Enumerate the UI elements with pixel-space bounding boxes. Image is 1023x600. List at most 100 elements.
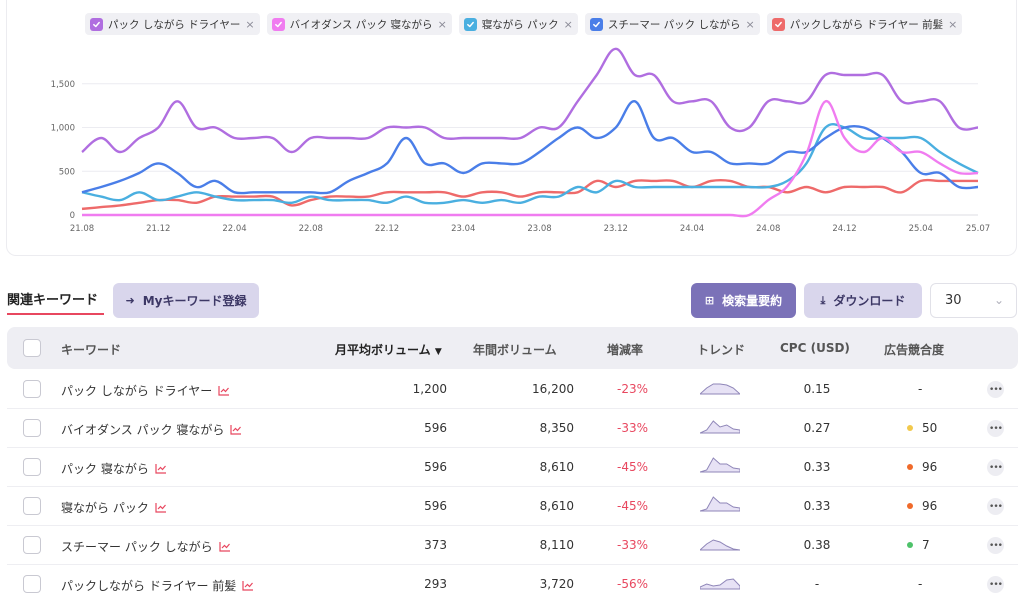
ad-competition-value: 96 <box>922 460 938 474</box>
keyword-text[interactable]: 寝ながら パック <box>61 501 149 515</box>
change-rate: -33% <box>617 421 649 435</box>
competition-dot <box>907 464 913 470</box>
remove-series-icon[interactable]: × <box>437 17 447 31</box>
keyword-text[interactable]: パック 寝ながら <box>61 462 149 476</box>
checkbox-checked-icon[interactable] <box>90 17 103 31</box>
series-line-1 <box>82 100 979 218</box>
row-checkbox[interactable] <box>23 575 41 593</box>
trend-chart-icon[interactable] <box>218 385 230 399</box>
yearly-volume: 8,350 <box>539 421 574 435</box>
header-monthly-volume-label: 月平均ボリューム <box>335 343 431 357</box>
more-options-icon[interactable]: ••• <box>987 420 1004 437</box>
yearly-volume: 3,720 <box>539 577 574 591</box>
ad-competition: 96 <box>907 460 937 474</box>
cpc-value: 0.15 <box>803 382 831 396</box>
cpc-value: - <box>814 577 820 591</box>
x-tick-label: 22.08 <box>299 224 323 234</box>
table-row: パックしながら ドライヤー 前髪 293 3,720 -56% - - ••• <box>7 565 1018 600</box>
legend-label: スチーマー パック しながら <box>607 18 741 31</box>
cpc-value: 0.27 <box>803 421 831 435</box>
row-checkbox[interactable] <box>23 380 41 398</box>
header-change-rate[interactable]: 増減率 <box>607 343 644 357</box>
more-options-icon[interactable]: ••• <box>987 459 1004 476</box>
ad-competition-value: 50 <box>922 421 938 435</box>
remove-series-icon[interactable]: × <box>563 17 573 31</box>
download-label: ダウンロード <box>833 294 906 308</box>
more-options-icon[interactable]: ••• <box>987 498 1004 515</box>
keyword-text[interactable]: パックしながら ドライヤー 前髪 <box>61 579 237 593</box>
yearly-volume: 8,110 <box>539 538 574 552</box>
y-tick-label: 0 <box>70 211 75 221</box>
tab-related-keywords[interactable]: 関連キーワード <box>7 293 99 308</box>
series-line-2 <box>81 122 979 205</box>
legend-label: パックしながら ドライヤー 前髪 <box>789 18 944 31</box>
row-checkbox[interactable] <box>23 536 41 554</box>
keyword-text[interactable]: パック しながら ドライヤー <box>61 384 213 398</box>
header-keyword[interactable]: キーワード <box>61 343 122 357</box>
remove-series-icon[interactable]: × <box>245 17 255 31</box>
header-ad-competition[interactable]: 広告競合度 <box>884 343 945 357</box>
keyword-text[interactable]: バイオダンス パック 寝ながら <box>61 423 225 437</box>
share-arrow-icon: ➜ <box>125 294 135 307</box>
yearly-volume: 16,200 <box>532 382 574 396</box>
ad-competition: 96 <box>907 499 937 513</box>
download-button[interactable]: ⤓ ダウンロード <box>804 283 922 318</box>
monthly-volume: 596 <box>424 499 447 513</box>
select-all-checkbox[interactable] <box>23 339 41 357</box>
legend-chip[interactable]: 寝ながら パック × <box>458 13 578 35</box>
row-checkbox[interactable] <box>23 497 41 515</box>
legend-chip[interactable]: パック しながら ドライヤー × <box>85 13 260 35</box>
more-options-icon[interactable]: ••• <box>987 576 1004 593</box>
row-checkbox[interactable] <box>23 458 41 476</box>
checkbox-checked-icon[interactable] <box>589 17 603 31</box>
trend-chart-icon[interactable] <box>219 541 231 555</box>
trend-chart-icon[interactable] <box>155 502 167 516</box>
checkbox-checked-icon[interactable] <box>463 17 477 31</box>
legend-chip[interactable]: スチーマー パック しながら × <box>584 13 760 35</box>
legend-chip[interactable]: パックしながら ドライヤー 前髪 × <box>766 13 963 35</box>
trend-chart-icon[interactable] <box>230 424 242 438</box>
ad-competition: 50 <box>907 421 937 435</box>
change-rate: -33% <box>617 538 649 552</box>
keyword-cell[interactable]: 寝ながら パック <box>61 499 167 516</box>
keyword-text[interactable]: スチーマー パック しながら <box>61 540 213 554</box>
more-options-icon[interactable]: ••• <box>987 537 1004 554</box>
trend-chart-icon[interactable] <box>242 580 254 594</box>
x-tick-label: 21.08 <box>70 224 94 234</box>
monthly-volume: 1,200 <box>412 382 447 396</box>
header-monthly-volume[interactable]: 月平均ボリューム ▼ <box>335 341 442 358</box>
checkbox-checked-icon[interactable] <box>271 17 285 31</box>
keyword-cell[interactable]: スチーマー パック しながら <box>61 538 231 555</box>
search-volume-summary-label: 検索量要約 <box>722 294 783 308</box>
legend-label: バイオダンス パック 寝ながら <box>289 18 433 31</box>
x-tick-label: 25.04 <box>909 224 933 234</box>
chart-legend: パック しながら ドライヤー × バイオダンス パック 寝ながら × 寝ながら パック ×… <box>85 13 963 35</box>
my-keyword-register-button[interactable]: ➜ Myキーワード登録 <box>113 283 259 318</box>
legend-label: 寝ながら パック <box>481 18 559 31</box>
row-checkbox[interactable] <box>23 419 41 437</box>
keyword-cell[interactable]: パックしながら ドライヤー 前髪 <box>61 577 254 594</box>
download-icon: ⤓ <box>820 293 826 307</box>
change-rate: -45% <box>617 499 649 513</box>
header-cpc[interactable]: CPC (USD) <box>780 341 850 355</box>
more-options-icon[interactable]: ••• <box>987 381 1004 398</box>
ad-competition: 7 <box>907 538 930 552</box>
checkbox-checked-icon[interactable] <box>771 17 785 31</box>
keyword-cell[interactable]: パック しながら ドライヤー <box>61 382 230 399</box>
page-size-select[interactable]: 30 ⌄ <box>930 283 1017 318</box>
change-rate: -45% <box>617 460 649 474</box>
x-tick-label: 24.04 <box>680 224 704 234</box>
search-volume-summary-button[interactable]: ⊞ 検索量要約 <box>691 283 796 318</box>
table-row: 寝ながら パック 596 8,610 -45% 0.33 96 ••• <box>7 487 1018 526</box>
keyword-cell[interactable]: バイオダンス パック 寝ながら <box>61 421 242 438</box>
keyword-cell[interactable]: パック 寝ながら <box>61 460 167 477</box>
yearly-volume: 8,610 <box>539 499 574 513</box>
trend-sparkline <box>698 532 741 555</box>
trend-chart-icon[interactable] <box>155 463 167 477</box>
legend-chip[interactable]: バイオダンス パック 寝ながら × <box>266 13 452 35</box>
remove-series-icon[interactable]: × <box>948 17 958 31</box>
competition-dot <box>907 503 913 509</box>
x-tick-label: 23.12 <box>604 224 628 234</box>
remove-series-icon[interactable]: × <box>745 17 755 31</box>
header-yearly-volume[interactable]: 年間ボリューム <box>473 343 557 357</box>
